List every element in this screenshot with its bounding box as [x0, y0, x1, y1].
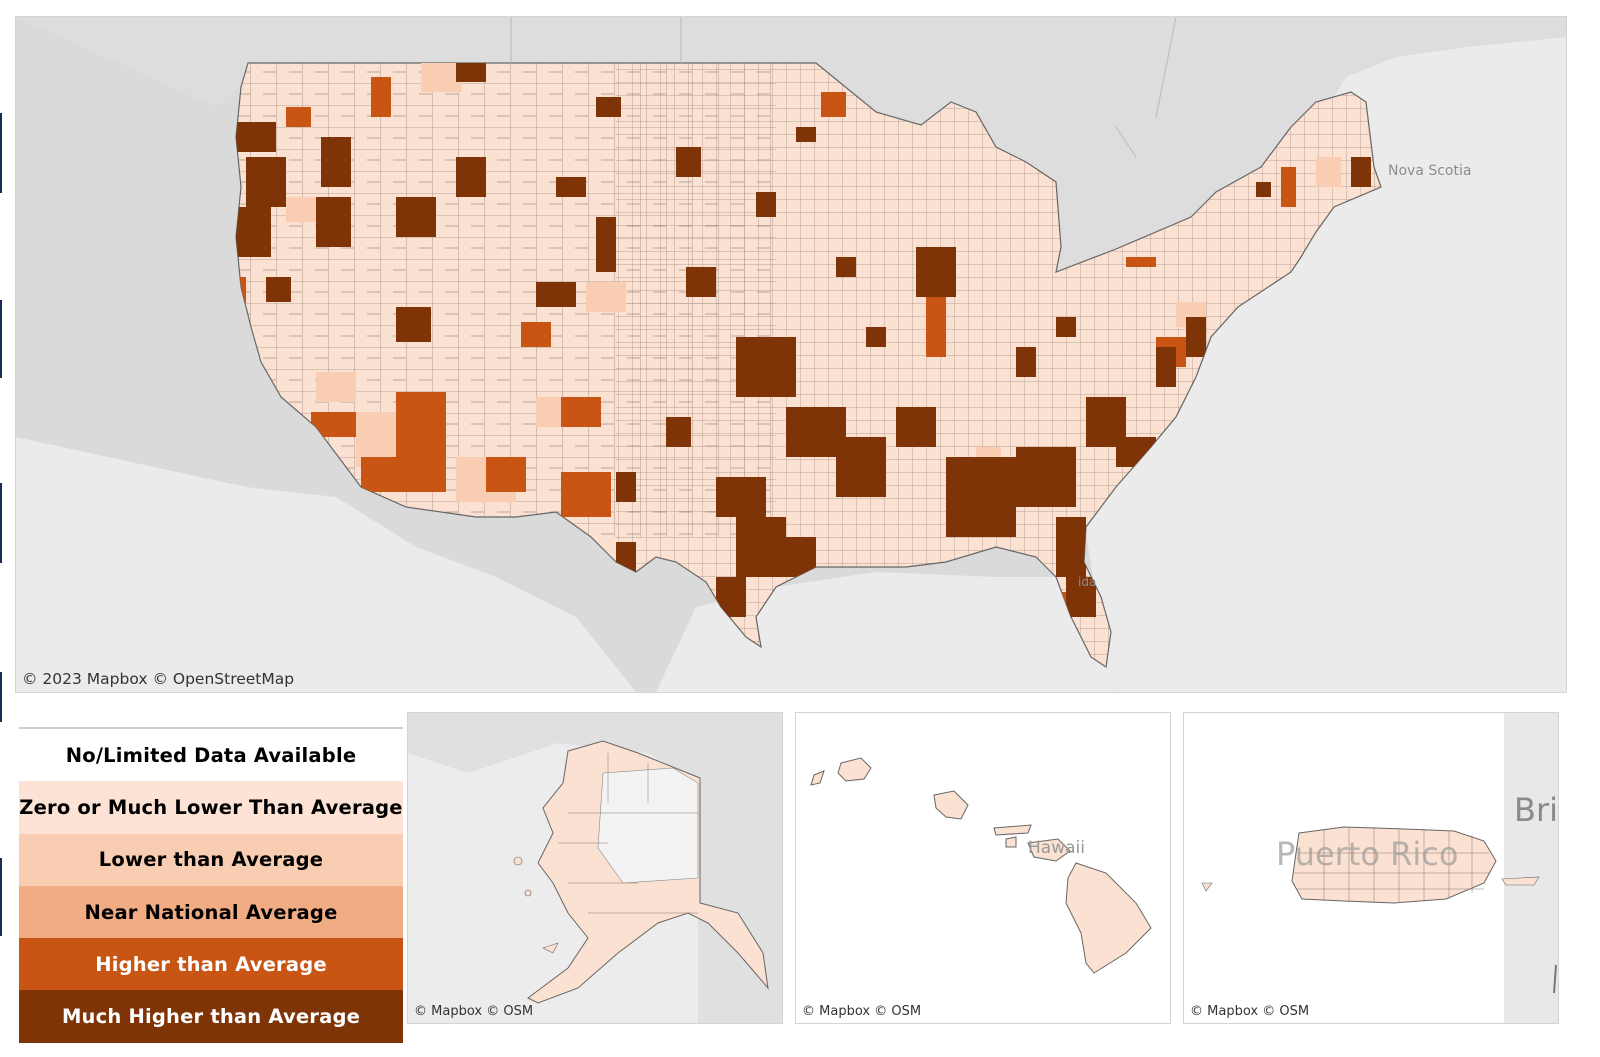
- legend-item-near-average: Near National Average: [19, 885, 403, 939]
- hawaii-inset-map[interactable]: Hawaii © Mapbox © OSM: [795, 712, 1171, 1024]
- lanai-shape: [1005, 836, 1017, 848]
- hawaii-label: Hawaii: [1028, 838, 1085, 858]
- main-map-attribution[interactable]: © 2023 Mapbox © OpenStreetMap: [22, 670, 295, 688]
- puerto-rico-shape: [1291, 826, 1497, 904]
- puerto-rico-attribution[interactable]: © Mapbox © OSM: [1190, 1004, 1310, 1019]
- hawaii-attribution[interactable]: © Mapbox © OSM: [802, 1004, 922, 1019]
- legend-item-much-higher: Much Higher than Average: [19, 990, 403, 1043]
- puerto-rico-label: Puerto Rico: [1276, 835, 1459, 873]
- big-island-shape: [1065, 862, 1152, 974]
- oahu-shape: [933, 790, 969, 820]
- left-edge-markers: [0, 0, 3, 1057]
- florida-partial-label: ida: [1078, 575, 1097, 589]
- niihau-shape: [810, 770, 825, 786]
- hawaii-map-canvas: [796, 713, 1170, 1023]
- alaska-inset-map[interactable]: © Mapbox © OSM: [407, 712, 783, 1024]
- nova-scotia-label: Nova Scotia: [1388, 163, 1472, 179]
- puerto-rico-inset-map[interactable]: Puerto Rico Bri © Mapbox © OSM: [1183, 712, 1559, 1024]
- kauai-shape: [837, 757, 872, 782]
- main-map[interactable]: Nova Scotia ida © 2023 Mapbox © OpenStre…: [15, 16, 1567, 693]
- edge-place-label: Bri: [1514, 791, 1558, 829]
- molokai-shape: [993, 824, 1032, 836]
- puerto-rico-map-canvas: [1184, 713, 1558, 1023]
- main-map-canvas: [16, 17, 1566, 692]
- alaska-attribution[interactable]: © Mapbox © OSM: [414, 1004, 534, 1019]
- legend-item-lower: Lower than Average: [19, 833, 403, 886]
- alaska-map-canvas: [408, 713, 782, 1023]
- maui-shape: [1027, 838, 1071, 862]
- legend: No/Limited Data Available Zero or Much L…: [19, 727, 403, 1049]
- legend-item-much-lower: Zero or Much Lower Than Average: [19, 781, 403, 834]
- legend-item-higher: Higher than Average: [19, 938, 403, 991]
- legend-item-no-data: No/Limited Data Available: [19, 729, 403, 782]
